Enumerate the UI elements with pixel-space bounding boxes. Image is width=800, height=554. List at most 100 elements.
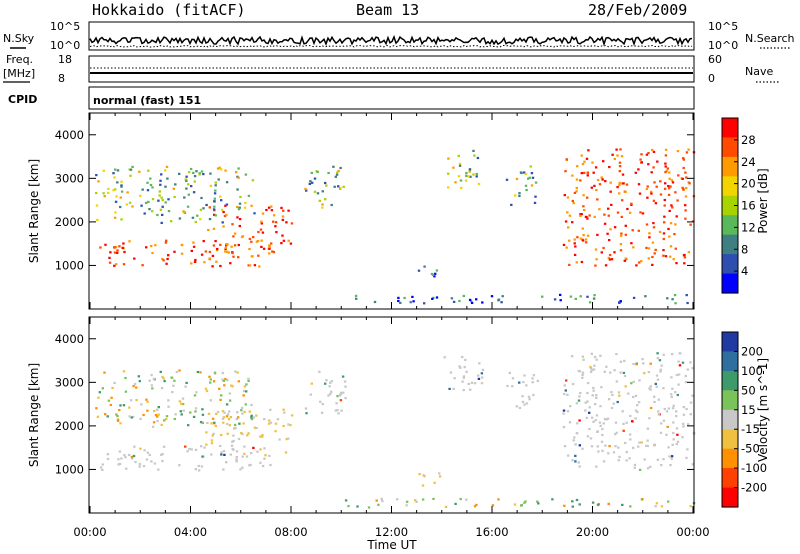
- scatter-cell: [674, 247, 677, 250]
- scatter-cell: [574, 443, 577, 446]
- scatter-cell: [618, 455, 621, 458]
- scatter-cell: [309, 393, 312, 396]
- scatter-cell: [510, 203, 513, 206]
- scatter-cell: [150, 384, 153, 387]
- scatter-cell: [481, 301, 484, 304]
- scatter-cell: [631, 420, 634, 423]
- scatter-cell: [237, 416, 240, 419]
- scatter-cell: [225, 415, 229, 418]
- colorbar-tick-label: -50: [741, 442, 760, 456]
- scatter-cell: [260, 222, 263, 225]
- scatter-cell: [274, 225, 277, 228]
- scatter-cell: [609, 190, 612, 193]
- scatter-cell: [202, 207, 205, 210]
- scatter-cell: [662, 387, 665, 390]
- scatter-cell: [173, 195, 176, 199]
- scatter-cell: [192, 415, 196, 418]
- scatter-cell: [153, 462, 157, 465]
- scatter-cell: [146, 181, 149, 184]
- scatter-cell: [237, 208, 241, 211]
- scatter-cell: [227, 251, 231, 254]
- scatter-cell: [267, 422, 271, 425]
- y-tick-label: 1000: [55, 462, 84, 476]
- scatter-cell: [573, 242, 576, 245]
- scatter-cell: [157, 468, 160, 471]
- scatter-cell: [231, 385, 234, 388]
- scatter-cell: [109, 403, 112, 407]
- scatter-cell: [676, 440, 680, 443]
- scatter-cell: [305, 412, 308, 415]
- scatter-cell: [660, 505, 664, 508]
- scatter-cell: [233, 423, 237, 426]
- scatter-cell: [342, 391, 345, 394]
- scatter-cell: [457, 154, 460, 157]
- scatter-cell: [618, 165, 622, 168]
- nsearch-tick-top: 10^5: [708, 20, 738, 33]
- scatter-cell: [290, 222, 294, 225]
- scatter-cell: [202, 173, 205, 176]
- scatter-cell: [682, 158, 686, 161]
- scatter-cell: [208, 375, 211, 378]
- scatter-cell: [228, 399, 232, 402]
- scatter-cell: [113, 264, 116, 267]
- scatter-cell: [682, 157, 685, 160]
- scatter-cell: [145, 201, 148, 204]
- scatter-cell: [635, 363, 638, 366]
- scatter-cell: [202, 240, 205, 243]
- scatter-cell: [145, 246, 148, 249]
- scatter-cell: [211, 254, 215, 257]
- scatter-cell: [621, 199, 624, 202]
- scatter-cell: [672, 431, 675, 435]
- scatter-cell: [600, 251, 603, 254]
- scatter-cell: [582, 234, 585, 237]
- scatter-cell: [272, 214, 276, 217]
- scatter-cell: [576, 165, 579, 168]
- scatter-cell: [588, 411, 591, 414]
- scatter-cell: [197, 469, 201, 472]
- scatter-cell: [282, 209, 285, 212]
- scatter-cell: [663, 187, 667, 190]
- scatter-cell: [120, 457, 123, 460]
- cpid-strip-frame: [88, 86, 695, 110]
- scatter-cell: [214, 181, 217, 184]
- scatter-cell: [664, 148, 668, 151]
- scatter-cell: [567, 226, 570, 229]
- scatter-cell: [684, 204, 687, 207]
- scatter-cell: [330, 203, 333, 207]
- scatter-cell: [447, 186, 450, 189]
- scatter-cell: [523, 501, 526, 504]
- scatter-cell: [434, 272, 437, 275]
- scatter-cell: [606, 232, 609, 235]
- scatter-cell: [196, 214, 199, 217]
- scatter-cell: [657, 413, 661, 416]
- date-title: 28/Feb/2009: [588, 1, 687, 19]
- scatter-cell: [583, 171, 586, 174]
- scatter-cell: [681, 436, 684, 439]
- scatter-cell: [219, 264, 222, 268]
- scatter-cell: [579, 237, 583, 240]
- scatter-cell: [112, 172, 115, 175]
- scatter-cell: [668, 235, 671, 238]
- scatter-cell: [188, 447, 191, 451]
- scatter-cell: [304, 407, 308, 410]
- scatter-cell: [135, 386, 138, 389]
- scatter-cell: [222, 210, 225, 214]
- nsky-line: [89, 34, 693, 47]
- scatter-cell: [243, 206, 247, 209]
- scatter-cell: [270, 205, 273, 208]
- scatter-cell: [102, 192, 105, 195]
- scatter-cell: [640, 260, 643, 263]
- scatter-cell: [148, 379, 151, 382]
- scatter-cell: [448, 387, 451, 390]
- scatter-cell: [532, 393, 535, 397]
- scatter-cell: [596, 178, 600, 182]
- scatter-cell: [330, 380, 333, 383]
- scatter-cell: [670, 376, 673, 379]
- scatter-cell: [651, 148, 654, 152]
- scatter-cell: [610, 203, 613, 206]
- scatter-cell: [617, 391, 621, 394]
- scatter-cell: [634, 171, 637, 174]
- scatter-cell: [172, 187, 175, 190]
- scatter-cell: [173, 250, 176, 253]
- scatter-cell: [530, 172, 534, 175]
